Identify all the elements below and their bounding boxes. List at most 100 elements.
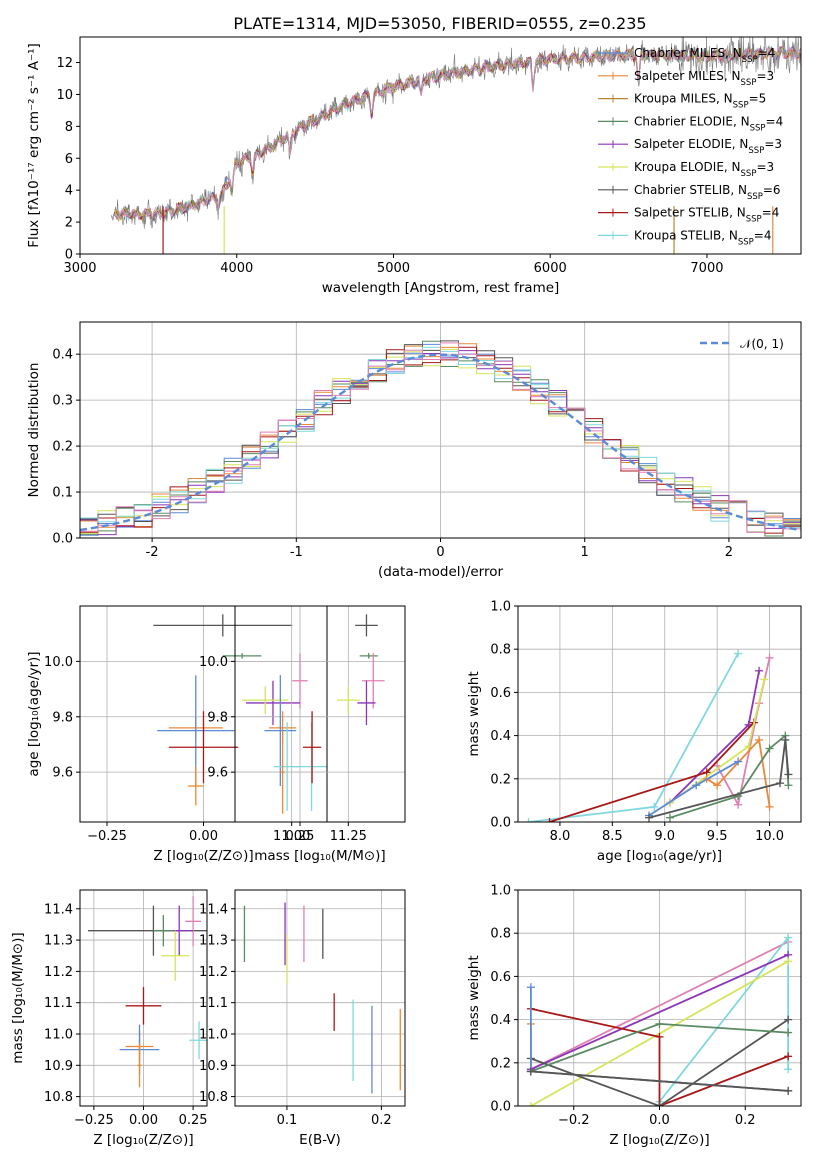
- weight-line: [530, 1070, 789, 1092]
- legend-label: Chabrier ELODIE, NSSP=4: [634, 114, 783, 133]
- legend-label: Salpeter STELIB, NSSP=4: [634, 206, 779, 225]
- weight-line: [648, 760, 739, 817]
- x-tick-label: 11.00: [273, 829, 310, 844]
- residual-histogram-step: [80, 342, 801, 533]
- error-bar-marker: [292, 653, 308, 709]
- legend-count: =3: [764, 137, 782, 151]
- axes-frame: [517, 605, 802, 823]
- error-bar-marker: [189, 1021, 207, 1060]
- legend-label: Salpeter MILES, NSSP=3: [634, 69, 774, 88]
- legend-subscript: SSP: [748, 146, 764, 156]
- error-bar-marker: [168, 711, 239, 784]
- x-tick-label: 8.0: [550, 829, 571, 844]
- x-tick-label: 0.25: [179, 1113, 208, 1128]
- y-tick-label: 11.3: [199, 934, 228, 949]
- frame-spectrum: 3000 4000 5000 6000 7000 0 2 4 6 8 10 12 wavelength …: [26, 36, 802, 296]
- frame-weight-vs-Z: −0.2 0.0 0.2 0.0 0.2 0.4 0.6 0.8 1.0 Z [log₁₀(Z/Z…: [466, 884, 802, 1148]
- x-tick-label: -1: [290, 545, 303, 560]
- axes-age-vs-Z: [80, 606, 327, 822]
- figure-title: PLATE=1314, MJD=53050, FIBERID=0555, z=0…: [233, 14, 646, 33]
- y-tick-label: 10: [56, 88, 73, 103]
- error-bar-marker: [188, 766, 204, 806]
- y-tick-label: 0.3: [52, 394, 73, 409]
- y-tick-label: 2: [65, 216, 73, 231]
- y-tick-label: 0.2: [490, 772, 511, 787]
- x-tick-label: -2: [146, 545, 159, 560]
- plot-area-mass-vs-ebv: [243, 902, 401, 1094]
- y-tick-label: 11.1: [44, 996, 73, 1011]
- error-bar-marker: [125, 987, 162, 1025]
- legend-count: =3: [756, 160, 774, 174]
- error-bar-marker: [303, 711, 322, 784]
- y-tick-label: 10.8: [199, 1090, 228, 1105]
- axes-frame: [79, 36, 802, 255]
- y-axis-label: Flux [fλ10⁻¹⁷ erg cm⁻² s⁻¹ A⁻¹]: [26, 43, 42, 248]
- error-bar-marker: [185, 896, 202, 947]
- x-axis-label: (data-model)/error: [378, 564, 504, 580]
- y-tick-label: 0.2: [490, 1056, 511, 1071]
- y-tick-label: 0.0: [490, 1100, 511, 1115]
- y-tick-label: 0.0: [490, 816, 511, 831]
- x-tick-label: 0.2: [371, 1113, 392, 1128]
- y-axis-label: mass weight: [466, 955, 482, 1040]
- y-tick-label: 11.2: [199, 965, 228, 980]
- legend-label: Kroupa STELIB, NSSP=4: [634, 228, 772, 247]
- frame-mass-vs-ebv: 0.1 0.2 10.8 10.9 11.0 11.1 11.2 11.3 11.4 E(B-V): [199, 889, 406, 1148]
- frame-age-vs-Z: −0.25 0.00 0.25 9.6 9.8 10.0 Z [log₁₀(Z/Z⊙)] ag…: [26, 605, 328, 864]
- legend-subscript: SSP: [738, 237, 754, 247]
- legend-count: =5: [749, 92, 767, 106]
- y-tick-label: 0.2: [52, 440, 73, 455]
- plot-layer: 3000 4000 5000 6000 7000024681012wavelength …: [10, 36, 802, 1148]
- weight-line: [648, 739, 790, 819]
- y-axis-label: mass weight: [466, 671, 482, 756]
- histogram-legend: 𝒩(0, 1): [700, 337, 784, 351]
- plot-area-residual-histogram: [80, 340, 801, 537]
- normal-reference-curve: [80, 353, 801, 532]
- y-tick-label: 10.9: [44, 1059, 73, 1074]
- y-tick-label: 0.4: [490, 1013, 511, 1028]
- x-tick-label: 10.0: [755, 829, 784, 844]
- error-bar-marker: [153, 915, 174, 947]
- plot-area-weight-vs-Z: [526, 933, 793, 1106]
- y-tick-label: 12: [56, 56, 73, 71]
- legend-count: =4: [754, 228, 772, 242]
- legend-label: Salpeter ELODIE, NSSP=3: [634, 137, 782, 156]
- y-tick-label: 10.9: [199, 1059, 228, 1074]
- y-tick-label: 0.8: [490, 927, 511, 942]
- x-axis-label: wavelength [Angstrom, rest frame]: [322, 280, 560, 296]
- axes-weight-vs-Z: [518, 889, 801, 1107]
- legend-subscript: SSP: [741, 169, 757, 179]
- y-tick-label: 10.8: [44, 1090, 73, 1105]
- y-tick-label: 0.6: [490, 686, 511, 701]
- plot-area-spectrum: [111, 37, 801, 254]
- x-tick-label: 9.0: [654, 829, 675, 844]
- axes-spectrum: [111, 37, 801, 254]
- x-axis-label: age [log₁₀(age/yr)]: [597, 848, 722, 864]
- x-tick-label: 5000: [377, 261, 410, 276]
- y-tick-label: 9.8: [207, 710, 228, 725]
- frame-residual-histogram: -2 -1 0 1 2 0.0 0.1 0.2 0.3 0.4 (data-model)/error…: [26, 321, 802, 580]
- y-tick-label: 0.8: [490, 643, 511, 658]
- plot-area-weight-vs-age: [524, 649, 793, 822]
- y-tick-label: 1.0: [490, 884, 511, 899]
- x-axis-label: Z [log₁₀(Z/Z⊙)]: [93, 1132, 193, 1148]
- y-tick-label: 11.1: [199, 996, 228, 1011]
- x-tick-label: 0.00: [129, 1113, 158, 1128]
- x-tick-label: 0.0: [649, 1113, 670, 1128]
- y-tick-label: 10.0: [44, 655, 73, 670]
- y-tick-label: 1.0: [490, 600, 511, 615]
- x-axis-label: Z [log₁₀(Z/Z⊙)]: [153, 848, 253, 864]
- legend-label: Kroupa MILES, NSSP=5: [634, 92, 766, 111]
- x-tick-label: 6000: [534, 261, 567, 276]
- axes-age-vs-mass: [235, 606, 405, 822]
- weight-line: [530, 1007, 789, 1106]
- legend-subscript: SSP: [747, 192, 763, 202]
- y-axis-label: mass [log₁₀(M/M⊙)]: [10, 932, 26, 1063]
- error-bar-marker: [137, 1043, 142, 1088]
- legend-count: =3: [756, 69, 774, 83]
- y-axis-label: Normed distribution: [26, 363, 42, 498]
- legend-subscript: SSP: [750, 123, 766, 133]
- y-axis-label: age [log₁₀(age/yr)]: [26, 651, 42, 776]
- x-axis-label: mass [log₁₀(M/M⊙)]: [254, 848, 385, 864]
